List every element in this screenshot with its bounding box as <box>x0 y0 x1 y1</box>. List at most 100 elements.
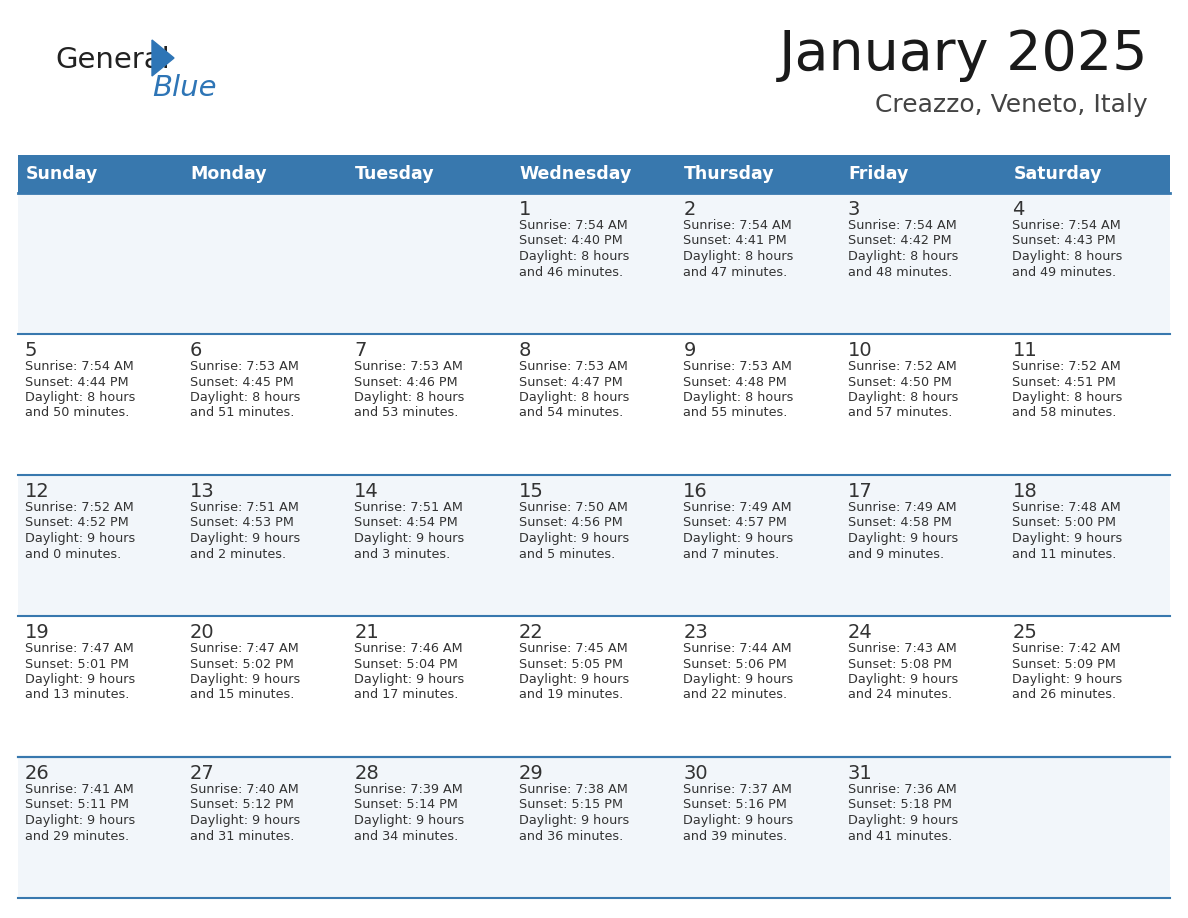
Text: Monday: Monday <box>190 165 267 183</box>
Text: Sunrise: 7:48 AM: Sunrise: 7:48 AM <box>1012 501 1121 514</box>
Text: Daylight: 8 hours: Daylight: 8 hours <box>683 391 794 404</box>
Bar <box>512 616 676 757</box>
Text: Daylight: 9 hours: Daylight: 9 hours <box>25 532 135 545</box>
Text: Sunrise: 7:51 AM: Sunrise: 7:51 AM <box>190 501 298 514</box>
Text: Sunset: 4:52 PM: Sunset: 4:52 PM <box>25 517 128 530</box>
Text: 28: 28 <box>354 764 379 783</box>
Text: Daylight: 9 hours: Daylight: 9 hours <box>519 532 628 545</box>
Text: Sunset: 5:16 PM: Sunset: 5:16 PM <box>683 799 788 812</box>
Text: Sunrise: 7:39 AM: Sunrise: 7:39 AM <box>354 783 463 796</box>
Text: Sunset: 5:18 PM: Sunset: 5:18 PM <box>848 799 952 812</box>
Text: Daylight: 9 hours: Daylight: 9 hours <box>190 532 299 545</box>
Text: Daylight: 9 hours: Daylight: 9 hours <box>519 673 628 686</box>
Text: Sunrise: 7:44 AM: Sunrise: 7:44 AM <box>683 642 792 655</box>
Text: and 13 minutes.: and 13 minutes. <box>25 688 129 701</box>
Text: and 2 minutes.: and 2 minutes. <box>190 547 285 561</box>
Bar <box>18 475 183 616</box>
Text: and 39 minutes.: and 39 minutes. <box>683 830 788 843</box>
Bar <box>347 616 512 757</box>
Text: and 19 minutes.: and 19 minutes. <box>519 688 623 701</box>
Bar <box>676 334 841 475</box>
Text: and 15 minutes.: and 15 minutes. <box>190 688 293 701</box>
Bar <box>1005 334 1170 475</box>
Text: 11: 11 <box>1012 341 1037 360</box>
Text: Daylight: 8 hours: Daylight: 8 hours <box>848 250 959 263</box>
Text: Sunset: 5:11 PM: Sunset: 5:11 PM <box>25 799 129 812</box>
Text: and 49 minutes.: and 49 minutes. <box>1012 265 1117 278</box>
Text: 16: 16 <box>683 482 708 501</box>
Text: Daylight: 9 hours: Daylight: 9 hours <box>848 673 958 686</box>
Text: Sunset: 4:51 PM: Sunset: 4:51 PM <box>1012 375 1117 388</box>
Text: 8: 8 <box>519 341 531 360</box>
Text: 20: 20 <box>190 623 214 642</box>
Text: Sunrise: 7:54 AM: Sunrise: 7:54 AM <box>1012 219 1121 232</box>
Text: Daylight: 8 hours: Daylight: 8 hours <box>519 250 630 263</box>
Text: Daylight: 9 hours: Daylight: 9 hours <box>354 532 465 545</box>
Text: Sunset: 4:47 PM: Sunset: 4:47 PM <box>519 375 623 388</box>
Text: Daylight: 9 hours: Daylight: 9 hours <box>683 814 794 827</box>
Text: Daylight: 9 hours: Daylight: 9 hours <box>683 532 794 545</box>
Text: 25: 25 <box>1012 623 1037 642</box>
Text: Sunrise: 7:54 AM: Sunrise: 7:54 AM <box>25 360 134 373</box>
Text: Sunset: 5:15 PM: Sunset: 5:15 PM <box>519 799 623 812</box>
Text: 7: 7 <box>354 341 367 360</box>
Text: and 0 minutes.: and 0 minutes. <box>25 547 121 561</box>
Text: Daylight: 8 hours: Daylight: 8 hours <box>1012 250 1123 263</box>
Text: and 36 minutes.: and 36 minutes. <box>519 830 623 843</box>
Text: 30: 30 <box>683 764 708 783</box>
Text: Sunrise: 7:47 AM: Sunrise: 7:47 AM <box>190 642 298 655</box>
Bar <box>1005 757 1170 898</box>
Text: Daylight: 8 hours: Daylight: 8 hours <box>190 391 299 404</box>
Text: Sunrise: 7:52 AM: Sunrise: 7:52 AM <box>25 501 134 514</box>
Text: 29: 29 <box>519 764 543 783</box>
Text: Sunrise: 7:40 AM: Sunrise: 7:40 AM <box>190 783 298 796</box>
Text: and 55 minutes.: and 55 minutes. <box>683 407 788 420</box>
Text: Sunrise: 7:51 AM: Sunrise: 7:51 AM <box>354 501 463 514</box>
Text: and 3 minutes.: and 3 minutes. <box>354 547 450 561</box>
Text: Sunrise: 7:38 AM: Sunrise: 7:38 AM <box>519 783 627 796</box>
Text: Tuesday: Tuesday <box>355 165 435 183</box>
Text: Sunrise: 7:49 AM: Sunrise: 7:49 AM <box>848 501 956 514</box>
Text: 19: 19 <box>25 623 50 642</box>
Text: Sunrise: 7:52 AM: Sunrise: 7:52 AM <box>848 360 956 373</box>
Text: Sunset: 4:45 PM: Sunset: 4:45 PM <box>190 375 293 388</box>
Text: and 5 minutes.: and 5 minutes. <box>519 547 615 561</box>
Bar <box>18 616 183 757</box>
Text: Daylight: 9 hours: Daylight: 9 hours <box>354 814 465 827</box>
Text: Sunrise: 7:53 AM: Sunrise: 7:53 AM <box>519 360 627 373</box>
Text: Sunset: 4:40 PM: Sunset: 4:40 PM <box>519 234 623 248</box>
Text: 26: 26 <box>25 764 50 783</box>
Text: Daylight: 9 hours: Daylight: 9 hours <box>683 673 794 686</box>
Bar <box>1005 616 1170 757</box>
Text: 24: 24 <box>848 623 873 642</box>
Text: Sunset: 5:09 PM: Sunset: 5:09 PM <box>1012 657 1117 670</box>
Text: and 7 minutes.: and 7 minutes. <box>683 547 779 561</box>
Text: Sunrise: 7:46 AM: Sunrise: 7:46 AM <box>354 642 463 655</box>
Bar <box>18 334 183 475</box>
Text: and 22 minutes.: and 22 minutes. <box>683 688 788 701</box>
Text: Saturday: Saturday <box>1013 165 1102 183</box>
Polygon shape <box>152 40 173 76</box>
Bar <box>18 155 1170 193</box>
Text: Sunrise: 7:53 AM: Sunrise: 7:53 AM <box>354 360 463 373</box>
Bar <box>512 475 676 616</box>
Text: Sunset: 4:56 PM: Sunset: 4:56 PM <box>519 517 623 530</box>
Text: and 34 minutes.: and 34 minutes. <box>354 830 459 843</box>
Text: and 9 minutes.: and 9 minutes. <box>848 547 944 561</box>
Text: and 48 minutes.: and 48 minutes. <box>848 265 952 278</box>
Text: Daylight: 9 hours: Daylight: 9 hours <box>25 814 135 827</box>
Text: Sunrise: 7:37 AM: Sunrise: 7:37 AM <box>683 783 792 796</box>
Text: and 51 minutes.: and 51 minutes. <box>190 407 293 420</box>
Bar <box>18 757 183 898</box>
Text: 12: 12 <box>25 482 50 501</box>
Text: Sunrise: 7:53 AM: Sunrise: 7:53 AM <box>683 360 792 373</box>
Bar <box>676 475 841 616</box>
Text: 23: 23 <box>683 623 708 642</box>
Bar <box>347 757 512 898</box>
Text: and 41 minutes.: and 41 minutes. <box>848 830 952 843</box>
Text: Sunrise: 7:54 AM: Sunrise: 7:54 AM <box>519 219 627 232</box>
Text: Daylight: 8 hours: Daylight: 8 hours <box>1012 391 1123 404</box>
Text: and 17 minutes.: and 17 minutes. <box>354 688 459 701</box>
Text: January 2025: January 2025 <box>778 28 1148 82</box>
Text: 6: 6 <box>190 341 202 360</box>
